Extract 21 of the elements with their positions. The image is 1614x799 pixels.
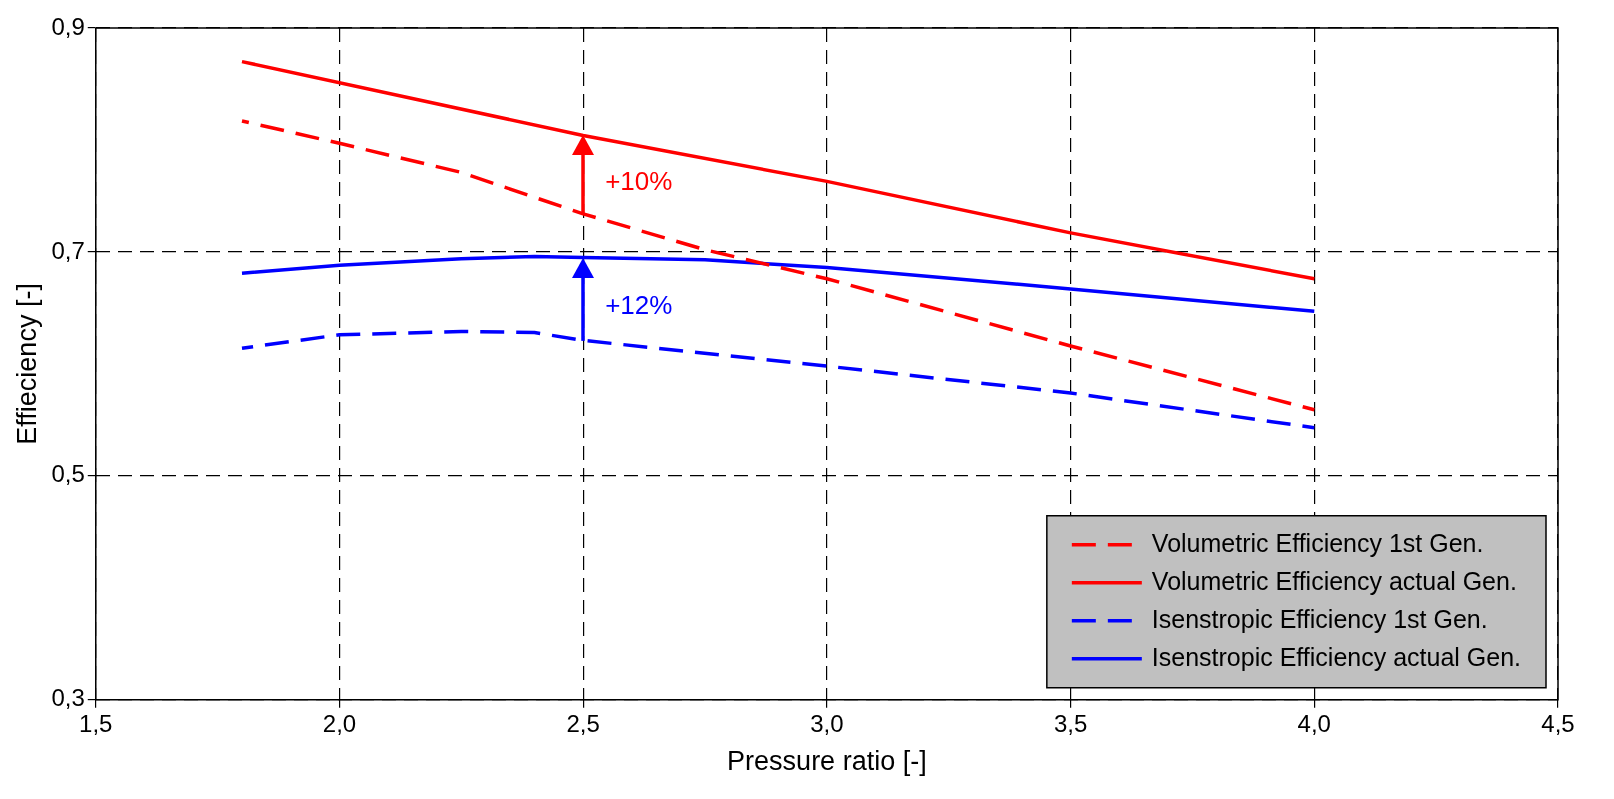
annotation: +12% — [605, 290, 673, 321]
legend-label: Isenstropic Efficiency actual Gen. — [1151, 642, 1522, 671]
y-tick-label: 0,9 — [51, 12, 85, 40]
x-tick-label: 3,0 — [810, 709, 844, 737]
legend-label: Volumetric Efficiency 1st Gen. — [1151, 528, 1484, 557]
x-tick-label: 2,5 — [566, 709, 600, 737]
line-series — [240, 119, 1317, 412]
legend-label: Volumetric Efficiency actual Gen. — [1151, 566, 1517, 595]
x-axis-title: Pressure ratio [-] — [727, 746, 927, 777]
x-tick-label: 4,0 — [1297, 709, 1331, 737]
legend-label: Isenstropic Efficiency 1st Gen. — [1151, 604, 1488, 633]
x-tick-label: 4,5 — [1541, 709, 1575, 737]
line-series — [240, 329, 1317, 430]
y-tick-label: 0,7 — [51, 236, 85, 264]
y-axis-title: Effieciency [-] — [11, 283, 42, 445]
x-tick-label: 2,0 — [322, 709, 357, 737]
y-tick-label: 0,5 — [51, 460, 85, 488]
x-tick-label: 1,5 — [79, 709, 113, 737]
x-tick-label: 3,5 — [1053, 709, 1088, 737]
annotation: +10% — [605, 165, 673, 196]
y-tick-label: 0,3 — [51, 684, 85, 712]
